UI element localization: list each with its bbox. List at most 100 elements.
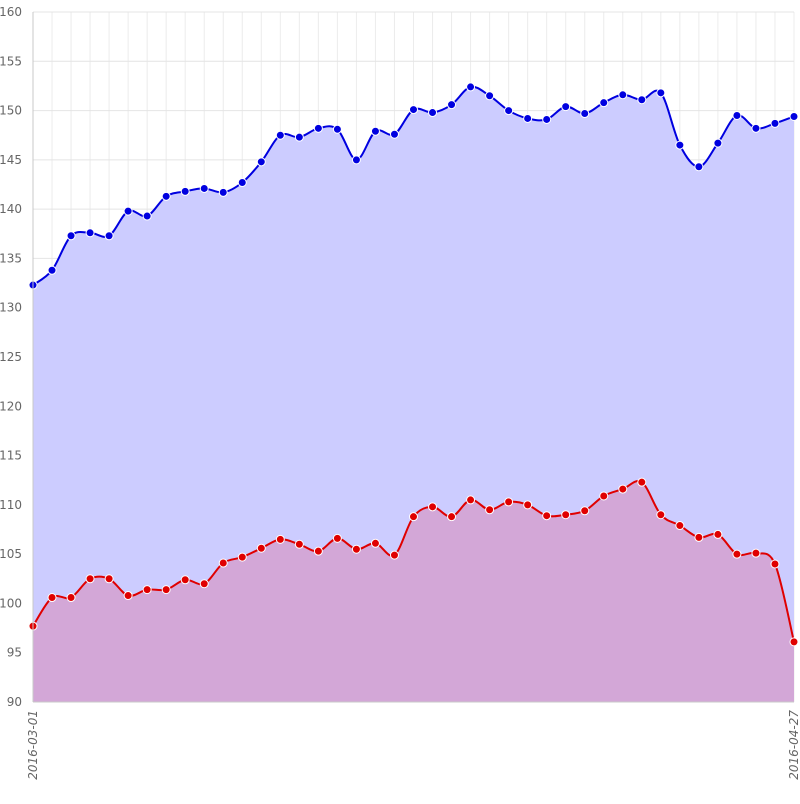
series-1-point[interactable]	[694, 162, 704, 172]
series-1-point[interactable]	[275, 130, 285, 140]
series-2-point[interactable]	[428, 502, 438, 512]
series-1-point[interactable]	[180, 186, 190, 196]
series-1-point[interactable]	[599, 98, 609, 108]
series-2-point[interactable]	[675, 521, 685, 531]
series-1-point[interactable]	[675, 140, 685, 150]
series-2-point[interactable]	[770, 559, 780, 569]
y-tick-label: 155	[0, 54, 22, 68]
y-tick-label: 100	[0, 596, 22, 610]
series-2-point[interactable]	[237, 552, 247, 562]
series-2-point[interactable]	[294, 539, 304, 549]
series-1-point[interactable]	[561, 102, 571, 112]
series-2-point[interactable]	[142, 585, 152, 595]
series-2-point[interactable]	[713, 529, 723, 539]
series-2-point[interactable]	[618, 484, 628, 494]
series-2-point[interactable]	[504, 497, 514, 507]
series-1-point[interactable]	[580, 109, 590, 119]
y-tick-label: 140	[0, 202, 22, 216]
series-2-point[interactable]	[789, 637, 799, 647]
series-1-point[interactable]	[656, 88, 666, 98]
series-1-point[interactable]	[466, 82, 476, 92]
series-1-point[interactable]	[542, 114, 552, 124]
series-1-point[interactable]	[332, 124, 342, 134]
series-1-point[interactable]	[485, 91, 495, 101]
series-2-point[interactable]	[47, 593, 57, 603]
series-2-point[interactable]	[694, 532, 704, 542]
series-1-point[interactable]	[637, 95, 647, 105]
series-1-point[interactable]	[447, 100, 457, 110]
series-1-point[interactable]	[504, 106, 514, 116]
y-tick-label: 145	[0, 153, 22, 167]
series-1-point[interactable]	[351, 155, 361, 165]
series-2-point[interactable]	[656, 510, 666, 520]
series-2-point[interactable]	[637, 477, 647, 487]
series-2-point[interactable]	[580, 506, 590, 516]
series-1-point[interactable]	[370, 126, 380, 136]
series-2-point[interactable]	[256, 543, 266, 553]
y-tick-label: 120	[0, 399, 22, 413]
series-2-point[interactable]	[123, 591, 133, 601]
series-2-point[interactable]	[389, 550, 399, 560]
y-tick-label: 150	[0, 104, 22, 118]
series-2-point[interactable]	[332, 533, 342, 543]
series-1-point[interactable]	[409, 105, 418, 115]
series-2-point[interactable]	[104, 574, 114, 584]
series-1-point[interactable]	[770, 118, 780, 128]
series-2-point[interactable]	[180, 575, 190, 585]
series-2-point[interactable]	[485, 505, 495, 515]
y-tick-label: 105	[0, 547, 22, 561]
series-1-point[interactable]	[66, 231, 76, 241]
series-1-point[interactable]	[789, 111, 799, 121]
axes: 90 95 100 105 110 115 120 125 130 135 140 145 150 155…	[0, 5, 800, 780]
series-2-point[interactable]	[313, 546, 323, 556]
series-1-point[interactable]	[313, 123, 323, 133]
series-1-point[interactable]	[142, 211, 152, 221]
series-1-point[interactable]	[618, 90, 628, 100]
series-1-point[interactable]	[294, 132, 304, 142]
series-1-point[interactable]	[713, 138, 723, 148]
series-2-point[interactable]	[732, 549, 742, 559]
series-2-point[interactable]	[447, 512, 457, 522]
series-2-point[interactable]	[561, 510, 571, 520]
series-1-point[interactable]	[85, 228, 95, 238]
series-1-point[interactable]	[47, 265, 57, 275]
series-2-point[interactable]	[66, 593, 76, 603]
series-1-point[interactable]	[161, 191, 171, 201]
series-2-point[interactable]	[199, 579, 209, 589]
series-2-point[interactable]	[161, 585, 171, 595]
series-1-point[interactable]	[104, 231, 114, 241]
series-areas	[33, 86, 794, 703]
series-2-point[interactable]	[523, 500, 533, 510]
y-tick-label: 110	[0, 498, 22, 512]
series-2-point[interactable]	[85, 574, 95, 584]
series-1-point[interactable]	[256, 157, 266, 167]
series-1-point[interactable]	[523, 113, 533, 123]
series-1-point[interactable]	[199, 183, 209, 193]
series-2-point[interactable]	[218, 558, 228, 568]
series-2-point[interactable]	[751, 548, 761, 558]
y-tick-label: 125	[0, 350, 22, 364]
series-2-point[interactable]	[370, 538, 380, 548]
series-1-point[interactable]	[732, 111, 742, 120]
series-1-point[interactable]	[389, 129, 399, 139]
series-2-area	[33, 481, 794, 702]
y-tick-label: 95	[7, 646, 22, 660]
y-tick-label: 130	[0, 301, 22, 315]
series-2-point[interactable]	[275, 534, 285, 544]
x-tick-label: 2016-04-27	[787, 710, 800, 780]
series-1-point[interactable]	[218, 187, 228, 197]
series-1-point[interactable]	[123, 206, 133, 216]
series-2-point[interactable]	[351, 544, 361, 554]
x-tick-label: 2016-03-01	[26, 710, 40, 780]
y-tick-label: 90	[7, 695, 22, 709]
series-2-point[interactable]	[409, 512, 418, 522]
series-1-point[interactable]	[751, 123, 761, 133]
y-tick-label: 135	[0, 251, 22, 265]
series-2-point[interactable]	[599, 491, 609, 501]
series-1-point[interactable]	[428, 108, 438, 118]
series-1-point[interactable]	[237, 178, 247, 188]
series-2-point[interactable]	[542, 511, 552, 521]
series-2-point[interactable]	[466, 495, 476, 505]
